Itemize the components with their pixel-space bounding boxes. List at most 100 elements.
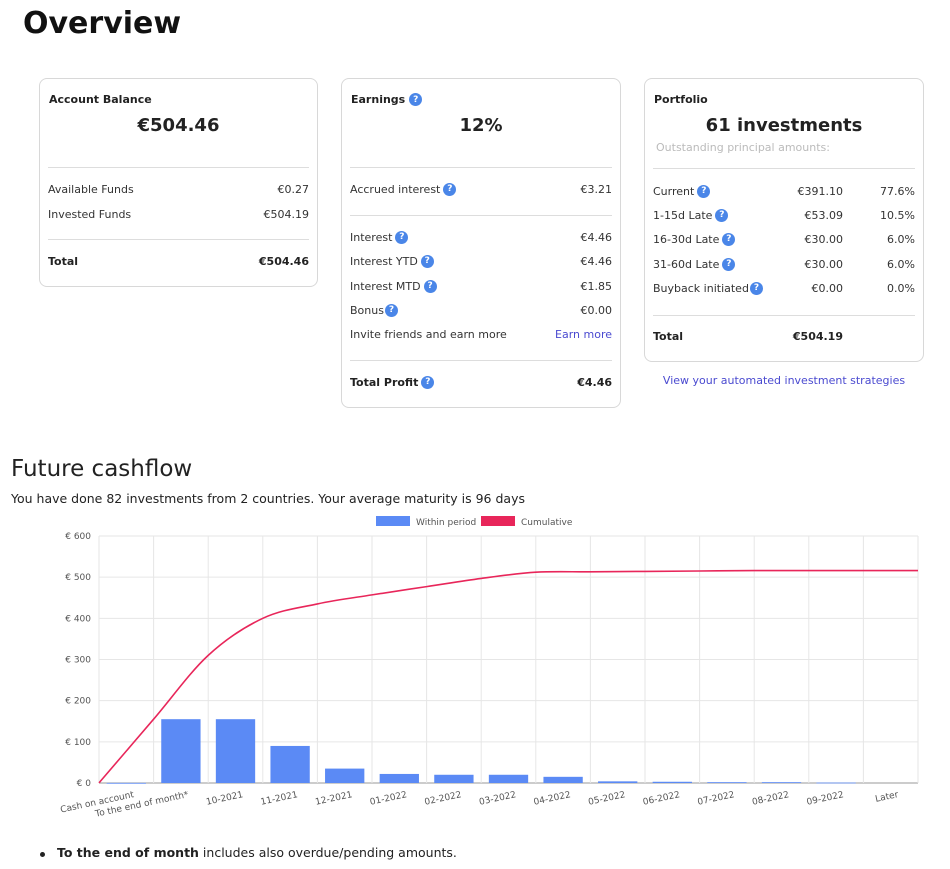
current-pct: 77.6% [880,184,915,198]
help-icon[interactable]: ? [409,93,423,106]
help-icon[interactable]: ? [395,230,409,244]
cashflow-description: You have done 82 investments from 2 coun… [11,491,525,506]
interest-ytd-label: Interest YTD [350,254,418,268]
earnings-heading-text: Earnings [351,93,406,106]
current-value: €391.10 [797,184,844,198]
bar [434,774,474,783]
interest-mtd-row: Interest MTD? €1.85 [350,278,612,294]
portfolio-total-value: €504.19 [792,329,843,343]
portfolio-card: Portfolio 61 investments Outstanding pri… [644,78,924,362]
invested-funds-value: €504.19 [263,207,310,221]
page-title: Overview [23,6,182,41]
bar [106,782,146,784]
bonus-value: €0.00 [580,303,613,317]
divider [653,315,915,316]
y-tick-label: € 400 [65,614,91,624]
x-tick-label: 10-2021 [205,790,244,808]
x-tick-label: 04-2022 [533,790,572,808]
y-tick-label: € 0 [77,779,92,789]
bar [161,719,201,783]
divider [653,168,915,169]
bar [543,776,583,783]
account-balance-heading-text: Account Balance [49,93,152,106]
help-icon[interactable]: ? [715,208,729,222]
automated-strategies-link[interactable]: View your automated investment strategie… [662,374,906,387]
late-31-60-value: €30.00 [804,257,844,271]
help-icon[interactable]: ? [421,375,435,389]
earn-more-link[interactable]: Earn more [555,327,612,341]
invite-label: Invite friends and earn more [350,327,507,341]
bar [325,768,365,783]
divider [48,167,309,168]
buyback-pct: 0.0% [887,281,915,295]
earnings-heading: Earnings? [351,93,423,106]
x-tick-label: 11-2021 [260,790,299,808]
help-icon[interactable]: ? [697,184,711,198]
x-tick-label: 05-2022 [587,790,626,808]
legend-swatch [481,516,515,526]
total-profit-value: €4.46 [577,375,612,389]
late-16-30-label: 16-30d Late [653,232,720,246]
late-31-60-label: 31-60d Late [653,257,720,271]
earnings-amount: 12% [459,115,503,136]
legend-label: Within period [416,518,476,528]
bullet-icon [40,852,45,857]
y-tick-label: € 300 [65,656,91,666]
total-profit-row: Total Profit? €4.46 [350,374,612,390]
account-balance-heading: Account Balance [49,93,152,106]
portfolio-subtitle: Outstanding principal amounts: [656,141,830,154]
invested-funds-row: Invested Funds €504.19 [48,206,309,222]
help-icon[interactable]: ? [420,254,434,268]
account-total-row: Total €504.46 [48,253,309,269]
account-balance-amount: €504.46 [137,115,220,136]
help-icon[interactable]: ? [384,303,398,317]
bar [761,782,802,783]
buyback-value: €0.00 [811,281,844,295]
portfolio-amount: 61 investments [705,115,863,136]
portfolio-total-row: Total €504.19 [653,328,915,344]
note-text: includes also overdue/pending amounts. [198,845,457,860]
total-profit-label: Total Profit [350,375,419,389]
divider [350,215,612,216]
interest-label: Interest [350,230,393,244]
available-funds-label: Available Funds [48,182,134,196]
interest-mtd-value: €1.85 [580,279,613,293]
future-cashflow-title: Future cashflow [11,456,193,482]
divider [48,239,309,240]
cumulative-line [98,569,918,784]
accrued-interest-value: €3.21 [580,182,613,196]
bar [488,774,529,783]
late-16-30-value: €30.00 [804,232,844,246]
help-icon[interactable]: ? [423,279,437,293]
portfolio-heading: Portfolio [654,93,708,106]
help-icon[interactable]: ? [722,257,736,271]
late-1-15-value: €53.09 [804,208,844,222]
x-tick-label: 12-2021 [314,790,353,808]
help-icon[interactable]: ? [722,232,736,246]
portfolio-heading-text: Portfolio [654,93,708,106]
x-tick-label: 08-2022 [751,790,790,808]
help-icon[interactable]: ? [749,281,763,295]
account-balance-card: Account Balance €504.46 Available Funds … [39,78,318,287]
accrued-interest-label: Accrued interest [350,182,441,196]
legend-label: Cumulative [521,518,573,528]
note-bold: To the end of month [57,845,199,860]
invite-row: Invite friends and earn more Earn more [350,326,612,342]
current-label: Current [653,184,695,198]
buyback-label: Buyback initiated [653,281,749,295]
earnings-card: Earnings? 12% Accrued interest? €3.21 In… [341,78,621,408]
y-tick-label: € 500 [65,573,91,583]
portfolio-row: 16-30d Late? €30.00 6.0% [653,231,915,247]
bar [215,719,256,783]
x-tick-label: Later [874,790,899,805]
bonus-row: Bonus? €0.00 [350,302,612,318]
x-tick-label: 07-2022 [697,790,736,808]
bonus-label: Bonus [350,303,384,317]
x-tick-label: 06-2022 [642,790,681,808]
help-icon[interactable]: ? [443,182,457,196]
available-funds-value: €0.27 [277,182,310,196]
late-31-60-pct: 6.0% [887,257,915,271]
portfolio-total-label: Total [653,329,684,343]
y-tick-label: € 200 [65,697,91,707]
interest-value: €4.46 [580,230,613,244]
